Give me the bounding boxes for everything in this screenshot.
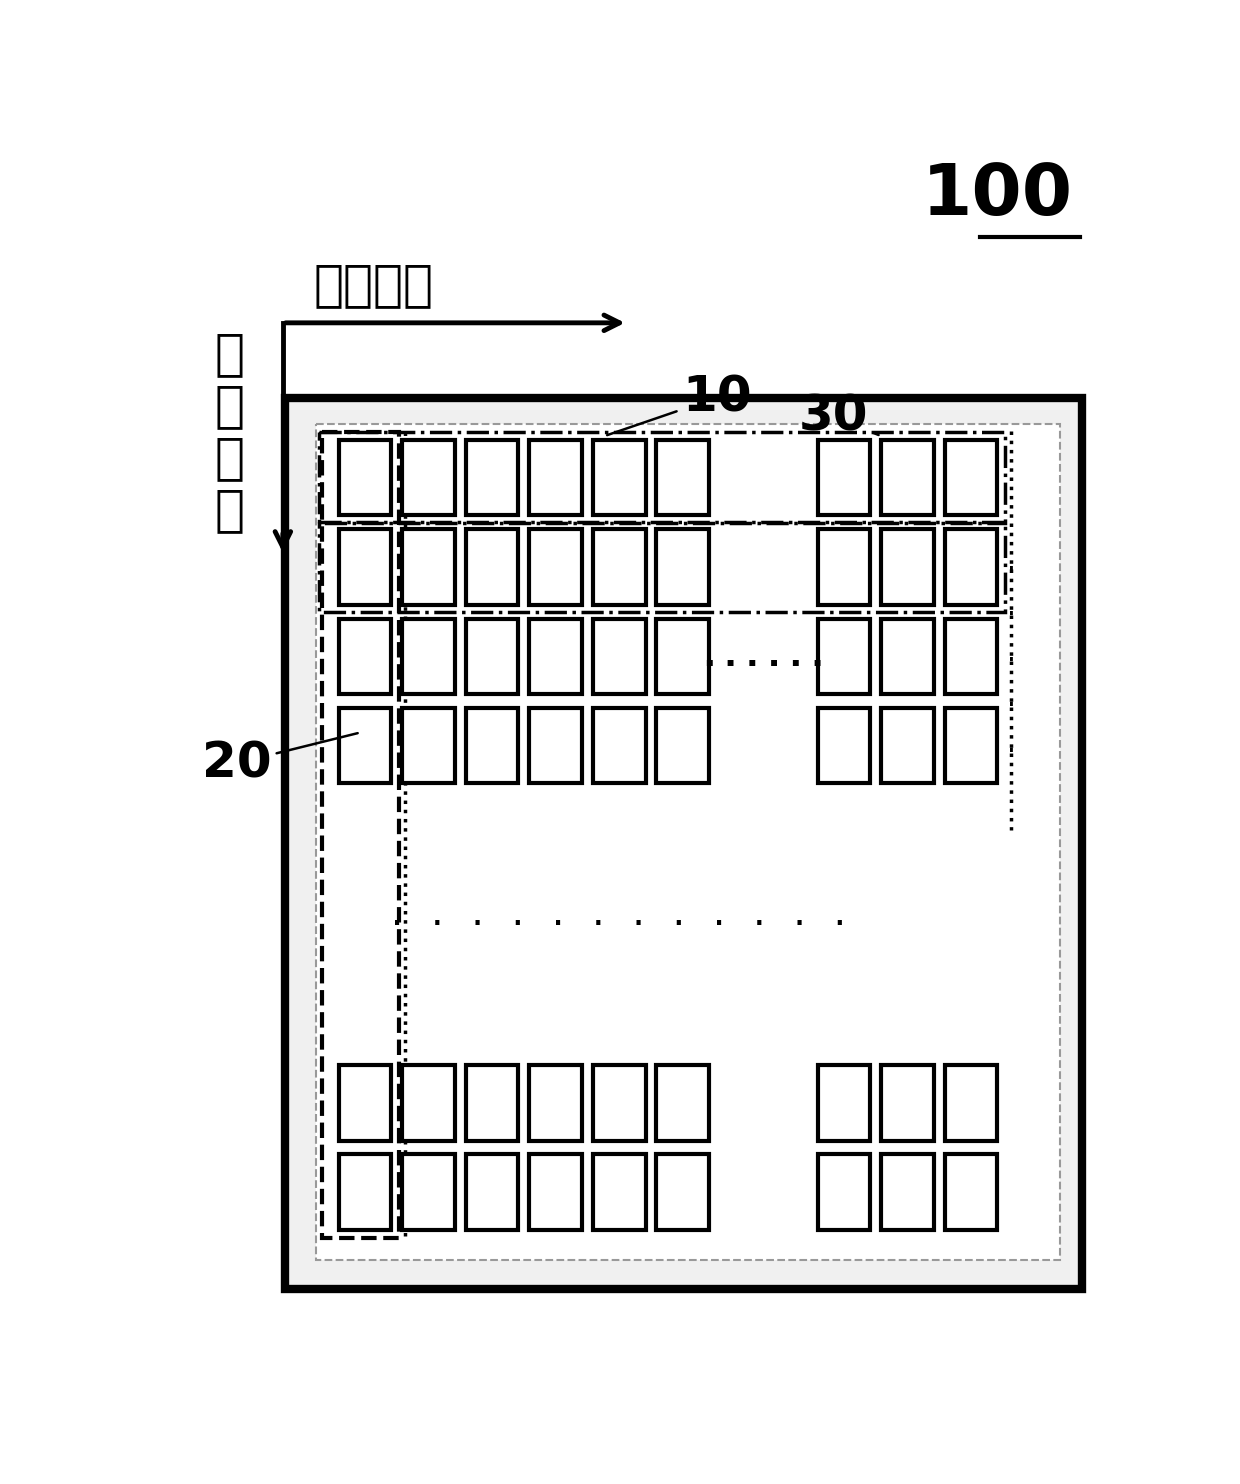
Bar — [466, 1066, 518, 1141]
Bar — [285, 398, 1081, 1290]
Bar — [402, 1155, 455, 1230]
Bar — [882, 530, 934, 604]
Bar — [402, 619, 455, 695]
Bar — [945, 530, 997, 604]
Bar — [529, 439, 582, 515]
Bar — [402, 530, 455, 604]
Bar — [882, 708, 934, 784]
Bar — [817, 708, 870, 784]
Bar — [339, 708, 392, 784]
Bar — [882, 619, 934, 695]
Bar — [945, 708, 997, 784]
Text: 10: 10 — [608, 374, 751, 435]
Bar — [339, 1066, 392, 1141]
Bar — [402, 439, 455, 515]
Bar — [882, 1155, 934, 1230]
Text: ......: ...... — [698, 640, 828, 674]
Bar — [402, 1066, 455, 1141]
Bar — [656, 439, 709, 515]
Bar — [656, 1155, 709, 1230]
Bar — [466, 1155, 518, 1230]
Bar — [656, 1066, 709, 1141]
Bar — [339, 619, 392, 695]
Text: 第一方向: 第一方向 — [314, 261, 434, 309]
Bar — [593, 619, 646, 695]
Bar — [656, 619, 709, 695]
Bar — [320, 432, 1006, 522]
Bar — [529, 530, 582, 604]
Bar — [466, 439, 518, 515]
Bar — [593, 1066, 646, 1141]
Bar — [529, 619, 582, 695]
Bar — [882, 439, 934, 515]
Bar — [320, 521, 1006, 613]
Bar — [321, 432, 399, 1238]
Bar — [656, 530, 709, 604]
Bar — [466, 530, 518, 604]
Bar — [339, 530, 392, 604]
Bar — [945, 619, 997, 695]
Bar — [817, 530, 870, 604]
Bar — [817, 619, 870, 695]
Bar — [817, 1155, 870, 1230]
Bar — [339, 439, 392, 515]
Bar — [593, 1155, 646, 1230]
Bar — [593, 439, 646, 515]
Bar — [656, 708, 709, 784]
Bar — [817, 1066, 870, 1141]
Bar — [466, 619, 518, 695]
Text: 20: 20 — [201, 733, 357, 788]
Text: · · · · · · · · · · · ·: · · · · · · · · · · · · — [387, 908, 849, 941]
Bar — [817, 439, 870, 515]
Bar — [529, 1155, 582, 1230]
Bar — [466, 708, 518, 784]
Bar — [593, 708, 646, 784]
Text: 30: 30 — [799, 393, 879, 441]
Bar — [316, 424, 1060, 1260]
Text: 第
二
方
向: 第 二 方 向 — [215, 331, 244, 534]
Bar — [945, 439, 997, 515]
Text: ·
·
·
·
·: · · · · · — [1007, 555, 1016, 766]
Text: 100: 100 — [923, 162, 1074, 230]
Bar — [529, 1066, 582, 1141]
Bar — [529, 708, 582, 784]
Bar — [339, 1155, 392, 1230]
Bar — [945, 1155, 997, 1230]
Bar — [882, 1066, 934, 1141]
Bar — [945, 1066, 997, 1141]
Bar — [402, 708, 455, 784]
Bar — [593, 530, 646, 604]
